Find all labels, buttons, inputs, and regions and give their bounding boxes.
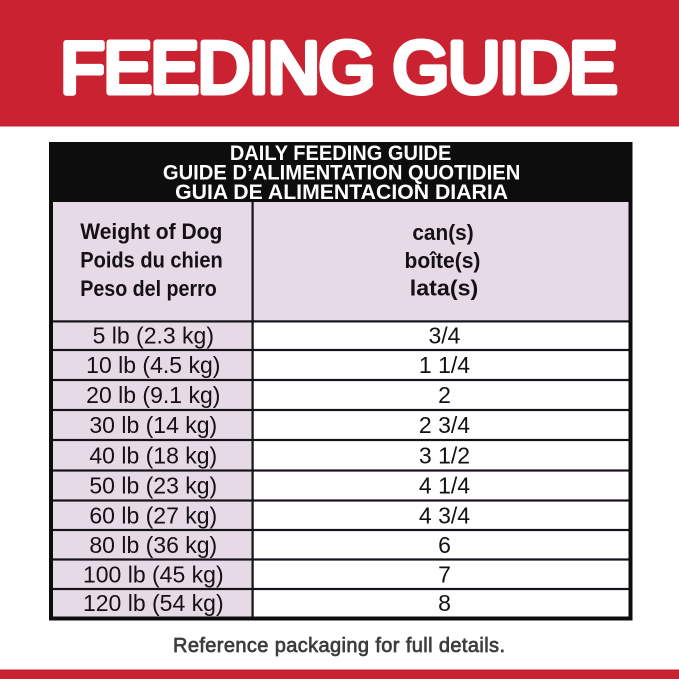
svg-text:can(s): can(s) [412, 220, 473, 245]
svg-text:3/4: 3/4 [429, 322, 461, 348]
svg-text:GUIDE D’ALIMENTATION QUOTIDIEN: GUIDE D’ALIMENTATION QUOTIDIEN [163, 160, 521, 184]
svg-text:60 lb (27 kg): 60 lb (27 kg) [89, 503, 217, 529]
svg-text:1 1/4: 1 1/4 [419, 352, 470, 378]
svg-text:2 3/4: 2 3/4 [419, 412, 470, 438]
svg-text:50 lb (23 kg): 50 lb (23 kg) [89, 473, 217, 499]
svg-text:boîte(s): boîte(s) [405, 248, 481, 273]
svg-text:lata(s): lata(s) [410, 276, 479, 301]
svg-text:FEEDING GUIDE: FEEDING GUIDE [60, 28, 617, 109]
svg-text:7: 7 [438, 561, 451, 587]
svg-text:6: 6 [438, 532, 451, 558]
svg-text:3 1/2: 3 1/2 [419, 443, 470, 469]
svg-text:DAILY FEEDING GUIDE: DAILY FEEDING GUIDE [230, 141, 452, 165]
svg-text:10 lb (4.5 kg): 10 lb (4.5 kg) [86, 352, 220, 378]
svg-text:100 lb (45 kg): 100 lb (45 kg) [83, 561, 224, 587]
svg-text:Reference packaging for full d: Reference packaging for full details. [173, 635, 505, 657]
svg-text:GUIA DE ALIMENTACION DIARIA: GUIA DE ALIMENTACION DIARIA [175, 180, 508, 204]
svg-text:4 1/4: 4 1/4 [419, 473, 470, 499]
svg-text:120 lb (54 kg): 120 lb (54 kg) [83, 590, 224, 616]
svg-text:80 lb (36 kg): 80 lb (36 kg) [89, 532, 217, 558]
svg-text:Weight of Dog: Weight of Dog [80, 219, 222, 244]
svg-text:4 3/4: 4 3/4 [419, 503, 470, 529]
svg-text:5 lb (2.3 kg): 5 lb (2.3 kg) [93, 322, 214, 348]
svg-text:Peso del perro: Peso del perro [80, 276, 217, 301]
svg-text:2: 2 [438, 382, 451, 408]
svg-text:30 lb (14 kg): 30 lb (14 kg) [89, 412, 217, 438]
svg-text:Poids du chien: Poids du chien [80, 248, 223, 273]
svg-text:8: 8 [438, 590, 451, 616]
svg-text:20 lb (9.1 kg): 20 lb (9.1 kg) [86, 382, 220, 408]
svg-text:40 lb (18 kg): 40 lb (18 kg) [89, 443, 217, 469]
